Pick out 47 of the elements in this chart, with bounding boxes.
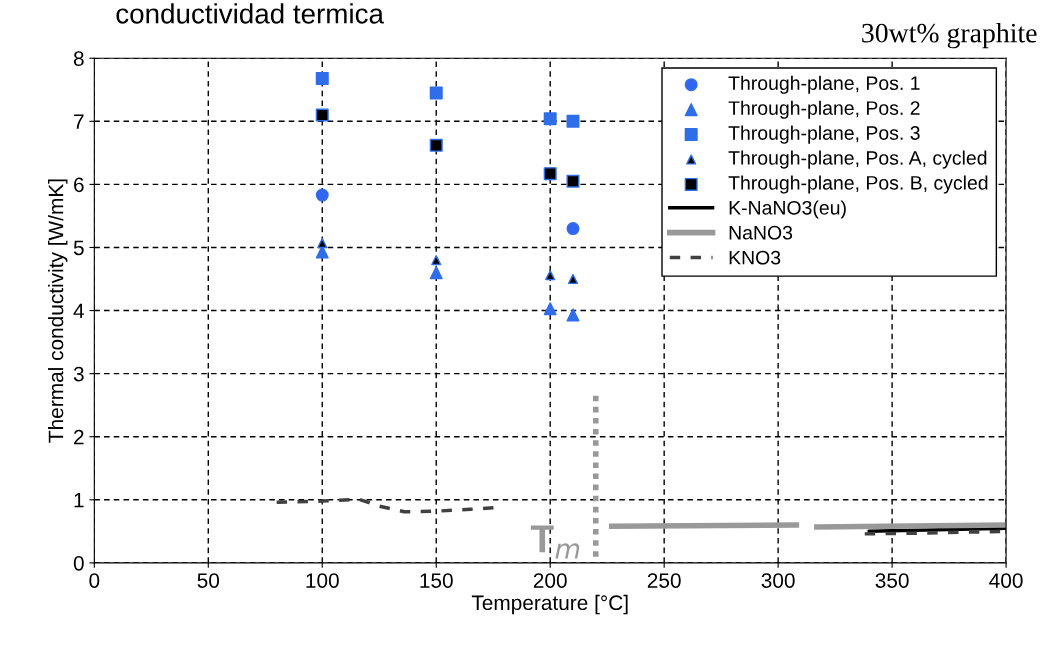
y-tick-label: 5 [73, 240, 84, 256]
point [566, 174, 580, 188]
x-tick-label: 250 [647, 573, 681, 588]
x-tick-label: 400 [989, 573, 1023, 588]
point [315, 108, 329, 122]
y-tick-label: 4 [73, 303, 84, 319]
y-tick-label: 8 [73, 51, 84, 66]
y-tick-label: 3 [73, 366, 84, 382]
point [545, 270, 556, 281]
legend-label: Through-plane, Pos. 3 [728, 125, 920, 144]
y-tick-label: 7 [74, 114, 84, 129]
chart-title: conductividad termica [116, 3, 384, 24]
chart-subtitle: 30wt% graphite [862, 22, 1037, 49]
x-tick-label: 200 [533, 573, 567, 588]
x-tick-label: 50 [197, 573, 220, 588]
x-tick-label: 0 [89, 573, 100, 588]
point [543, 302, 557, 316]
legend-label: Through-plane, Pos. B, cycled [728, 175, 988, 194]
x-tick-label: 100 [306, 573, 339, 588]
point [566, 114, 580, 128]
point [315, 71, 329, 85]
point [429, 86, 443, 100]
point [566, 222, 580, 236]
point [431, 255, 442, 266]
y-axis-title: Thermal conductivity [W/mK] [48, 179, 68, 443]
x-axis-title: Temperature [°C] [471, 594, 628, 615]
point [543, 167, 557, 181]
y-tick-label: 6 [74, 177, 84, 193]
y-tick-label: 1 [74, 493, 84, 508]
point [567, 273, 579, 285]
legend-label: Through-plane, Pos. 1 [728, 75, 920, 94]
x-tick-label: 150 [420, 573, 453, 588]
legend-label: Through-plane, Pos. A, cycled [728, 150, 987, 169]
legend-label: K-NaNO3(eu) [729, 200, 846, 219]
point [317, 237, 328, 249]
point [429, 266, 443, 280]
point [315, 188, 329, 202]
x-tick-label: 350 [875, 573, 909, 588]
point [543, 112, 557, 126]
legend-label: Through-plane, Pos. 2 [728, 100, 920, 119]
y-tick-label: 2 [74, 429, 84, 445]
legend-label: KNO3 [729, 250, 781, 265]
legend-label: NaNO3 [729, 225, 793, 240]
y-tick-label: 0 [73, 555, 84, 571]
point [429, 138, 443, 152]
x-tick-label: 300 [761, 573, 795, 588]
annotation: T$_{m}$ [530, 525, 580, 559]
